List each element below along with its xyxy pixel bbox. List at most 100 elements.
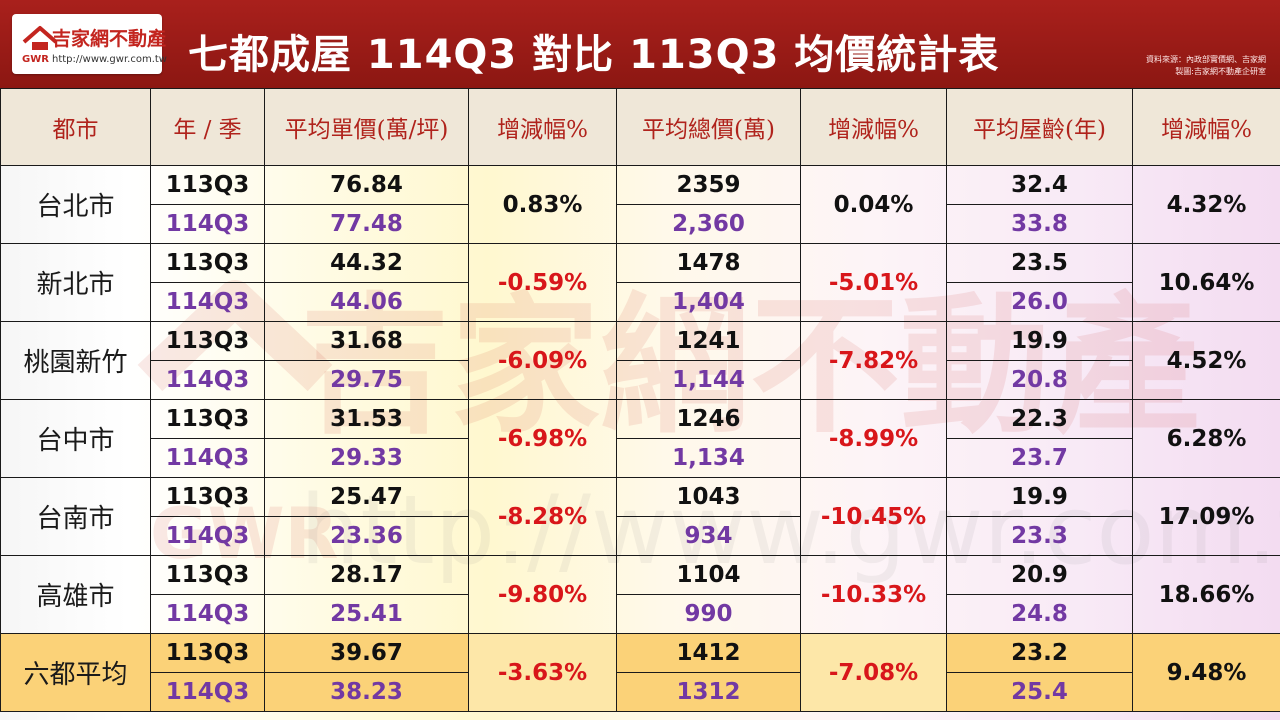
- house-age-prev: 22.3: [946, 399, 1133, 439]
- house-age-curr: 20.8: [946, 360, 1133, 400]
- city-cell: 台南市: [0, 477, 151, 556]
- table-row: 桃園新竹 113Q3 31.68 -6.09% 1241 -7.82% 19.9…: [0, 321, 1280, 400]
- house-age-prev: 20.9: [946, 555, 1133, 595]
- price-statistics-table: 都市 年 / 季 平均單價(萬/坪) 增減幅% 平均總價(萬) 增減幅% 平均屋…: [0, 88, 1280, 712]
- column-header-house-age: 平均屋齡(年): [946, 88, 1133, 166]
- statistics-table-area: 吉家網不動產 GWR http://www.gwr.com.tw 都市 年 / …: [0, 88, 1280, 720]
- quarter-prev: 113Q3: [150, 633, 265, 673]
- unit-price-change: -0.59%: [468, 243, 617, 322]
- house-age-curr: 33.8: [946, 204, 1133, 244]
- logo-abbr: GWR: [22, 54, 49, 65]
- total-price-curr: 1,404: [616, 282, 801, 322]
- column-header-city: 都市: [0, 88, 151, 166]
- house-age-curr: 23.3: [946, 516, 1133, 556]
- unit-price-curr: 23.36: [264, 516, 469, 556]
- house-age-change: 17.09%: [1132, 477, 1280, 556]
- unit-price-change: 0.83%: [468, 165, 617, 244]
- quarter-prev: 113Q3: [150, 555, 265, 595]
- total-price-curr: 990: [616, 594, 801, 634]
- quarter-prev: 113Q3: [150, 477, 265, 517]
- house-age-change: 18.66%: [1132, 555, 1280, 634]
- table-row: 台北市 113Q3 76.84 0.83% 2359 0.04% 32.4 4.…: [0, 165, 1280, 244]
- table-row: 114Q3 29.75 1,144 20.8: [1, 360, 1280, 400]
- total-price-change: 0.04%: [800, 165, 947, 244]
- column-header-unit-price: 平均單價(萬/坪): [264, 88, 469, 166]
- house-age-change: 4.52%: [1132, 321, 1280, 400]
- column-header-total-price: 平均總價(萬): [616, 88, 801, 166]
- total-price-prev: 1241: [616, 321, 801, 361]
- unit-price-prev: 28.17: [264, 555, 469, 595]
- unit-price-curr: 44.06: [264, 282, 469, 322]
- quarter-curr: 114Q3: [150, 516, 265, 556]
- average-row: 114Q3 38.23 1312 25.4: [1, 672, 1280, 712]
- house-age-prev: 23.2: [946, 633, 1133, 673]
- unit-price-change: -6.09%: [468, 321, 617, 400]
- logo-url: http://www.gwr.com.tw: [52, 54, 167, 65]
- unit-price-prev: 31.68: [264, 321, 469, 361]
- quarter-curr: 114Q3: [150, 204, 265, 244]
- table-row: 114Q3 25.41 990 24.8: [1, 594, 1280, 634]
- house-age-prev: 32.4: [946, 165, 1133, 205]
- total-price-prev: 1043: [616, 477, 801, 517]
- table-row: 114Q3 23.36 934 23.3: [1, 516, 1280, 556]
- total-price-curr: 1,144: [616, 360, 801, 400]
- city-cell: 新北市: [0, 243, 151, 322]
- table-row: 高雄市 113Q3 28.17 -9.80% 1104 -10.33% 20.9…: [0, 555, 1280, 634]
- house-age-prev: 19.9: [946, 477, 1133, 517]
- house-age-curr: 25.4: [946, 672, 1133, 712]
- header-row: 都市 年 / 季 平均單價(萬/坪) 增減幅% 平均總價(萬) 增減幅% 平均屋…: [0, 88, 1280, 166]
- total-price-prev: 1246: [616, 399, 801, 439]
- unit-price-curr: 38.23: [264, 672, 469, 712]
- city-cell: 台北市: [0, 165, 151, 244]
- city-cell: 台中市: [0, 399, 151, 478]
- total-price-change: -7.08%: [800, 633, 947, 712]
- quarter-curr: 114Q3: [150, 594, 265, 634]
- column-header-house-age-change: 增減幅%: [1132, 88, 1280, 166]
- unit-price-change: -6.98%: [468, 399, 617, 478]
- table-row: 114Q3 29.33 1,134 23.7: [1, 438, 1280, 478]
- city-cell: 六都平均: [0, 633, 151, 712]
- unit-price-curr: 25.41: [264, 594, 469, 634]
- unit-price-curr: 29.75: [264, 360, 469, 400]
- unit-price-prev: 25.47: [264, 477, 469, 517]
- average-row: 六都平均 113Q3 39.67 -3.63% 1412 -7.08% 23.2…: [0, 633, 1280, 712]
- quarter-curr: 114Q3: [150, 360, 265, 400]
- unit-price-prev: 39.67: [264, 633, 469, 673]
- total-price-curr: 1312: [616, 672, 801, 712]
- table-row: 新北市 113Q3 44.32 -0.59% 1478 -5.01% 23.5 …: [0, 243, 1280, 322]
- house-age-curr: 26.0: [946, 282, 1133, 322]
- total-price-change: -5.01%: [800, 243, 947, 322]
- table-row: 台南市 113Q3 25.47 -8.28% 1043 -10.45% 19.9…: [0, 477, 1280, 556]
- city-cell: 桃園新竹: [0, 321, 151, 400]
- total-price-prev: 1104: [616, 555, 801, 595]
- total-price-curr: 934: [616, 516, 801, 556]
- total-price-curr: 1,134: [616, 438, 801, 478]
- page-title: 七都成屋 114Q3 對比 113Q3 均價統計表: [188, 32, 1000, 78]
- unit-price-prev: 44.32: [264, 243, 469, 283]
- column-header-quarter: 年 / 季: [150, 88, 265, 166]
- table-row: 114Q3 44.06 1,404 26.0: [1, 282, 1280, 322]
- quarter-curr: 114Q3: [150, 282, 265, 322]
- house-age-prev: 19.9: [946, 321, 1133, 361]
- unit-price-prev: 31.53: [264, 399, 469, 439]
- unit-price-change: -9.80%: [468, 555, 617, 634]
- house-age-change: 9.48%: [1132, 633, 1280, 712]
- total-price-change: -10.45%: [800, 477, 947, 556]
- quarter-prev: 113Q3: [150, 165, 265, 205]
- house-age-change: 10.64%: [1132, 243, 1280, 322]
- city-cell: 高雄市: [0, 555, 151, 634]
- quarter-prev: 113Q3: [150, 321, 265, 361]
- quarter-prev: 113Q3: [150, 399, 265, 439]
- logo: 吉家網不動產 GWR http://www.gwr.com.tw: [12, 14, 167, 74]
- table-row: 台中市 113Q3 31.53 -6.98% 1246 -8.99% 22.3 …: [0, 399, 1280, 478]
- title-banner: 吉家網不動產 GWR http://www.gwr.com.tw 七都成屋 11…: [0, 0, 1280, 88]
- total-price-change: -7.82%: [800, 321, 947, 400]
- unit-price-prev: 76.84: [264, 165, 469, 205]
- house-age-prev: 23.5: [946, 243, 1133, 283]
- total-price-change: -8.99%: [800, 399, 947, 478]
- unit-price-curr: 77.48: [264, 204, 469, 244]
- column-header-unit-price-change: 增減幅%: [468, 88, 617, 166]
- quarter-curr: 114Q3: [150, 672, 265, 712]
- total-price-prev: 1478: [616, 243, 801, 283]
- unit-price-change: -3.63%: [468, 633, 617, 712]
